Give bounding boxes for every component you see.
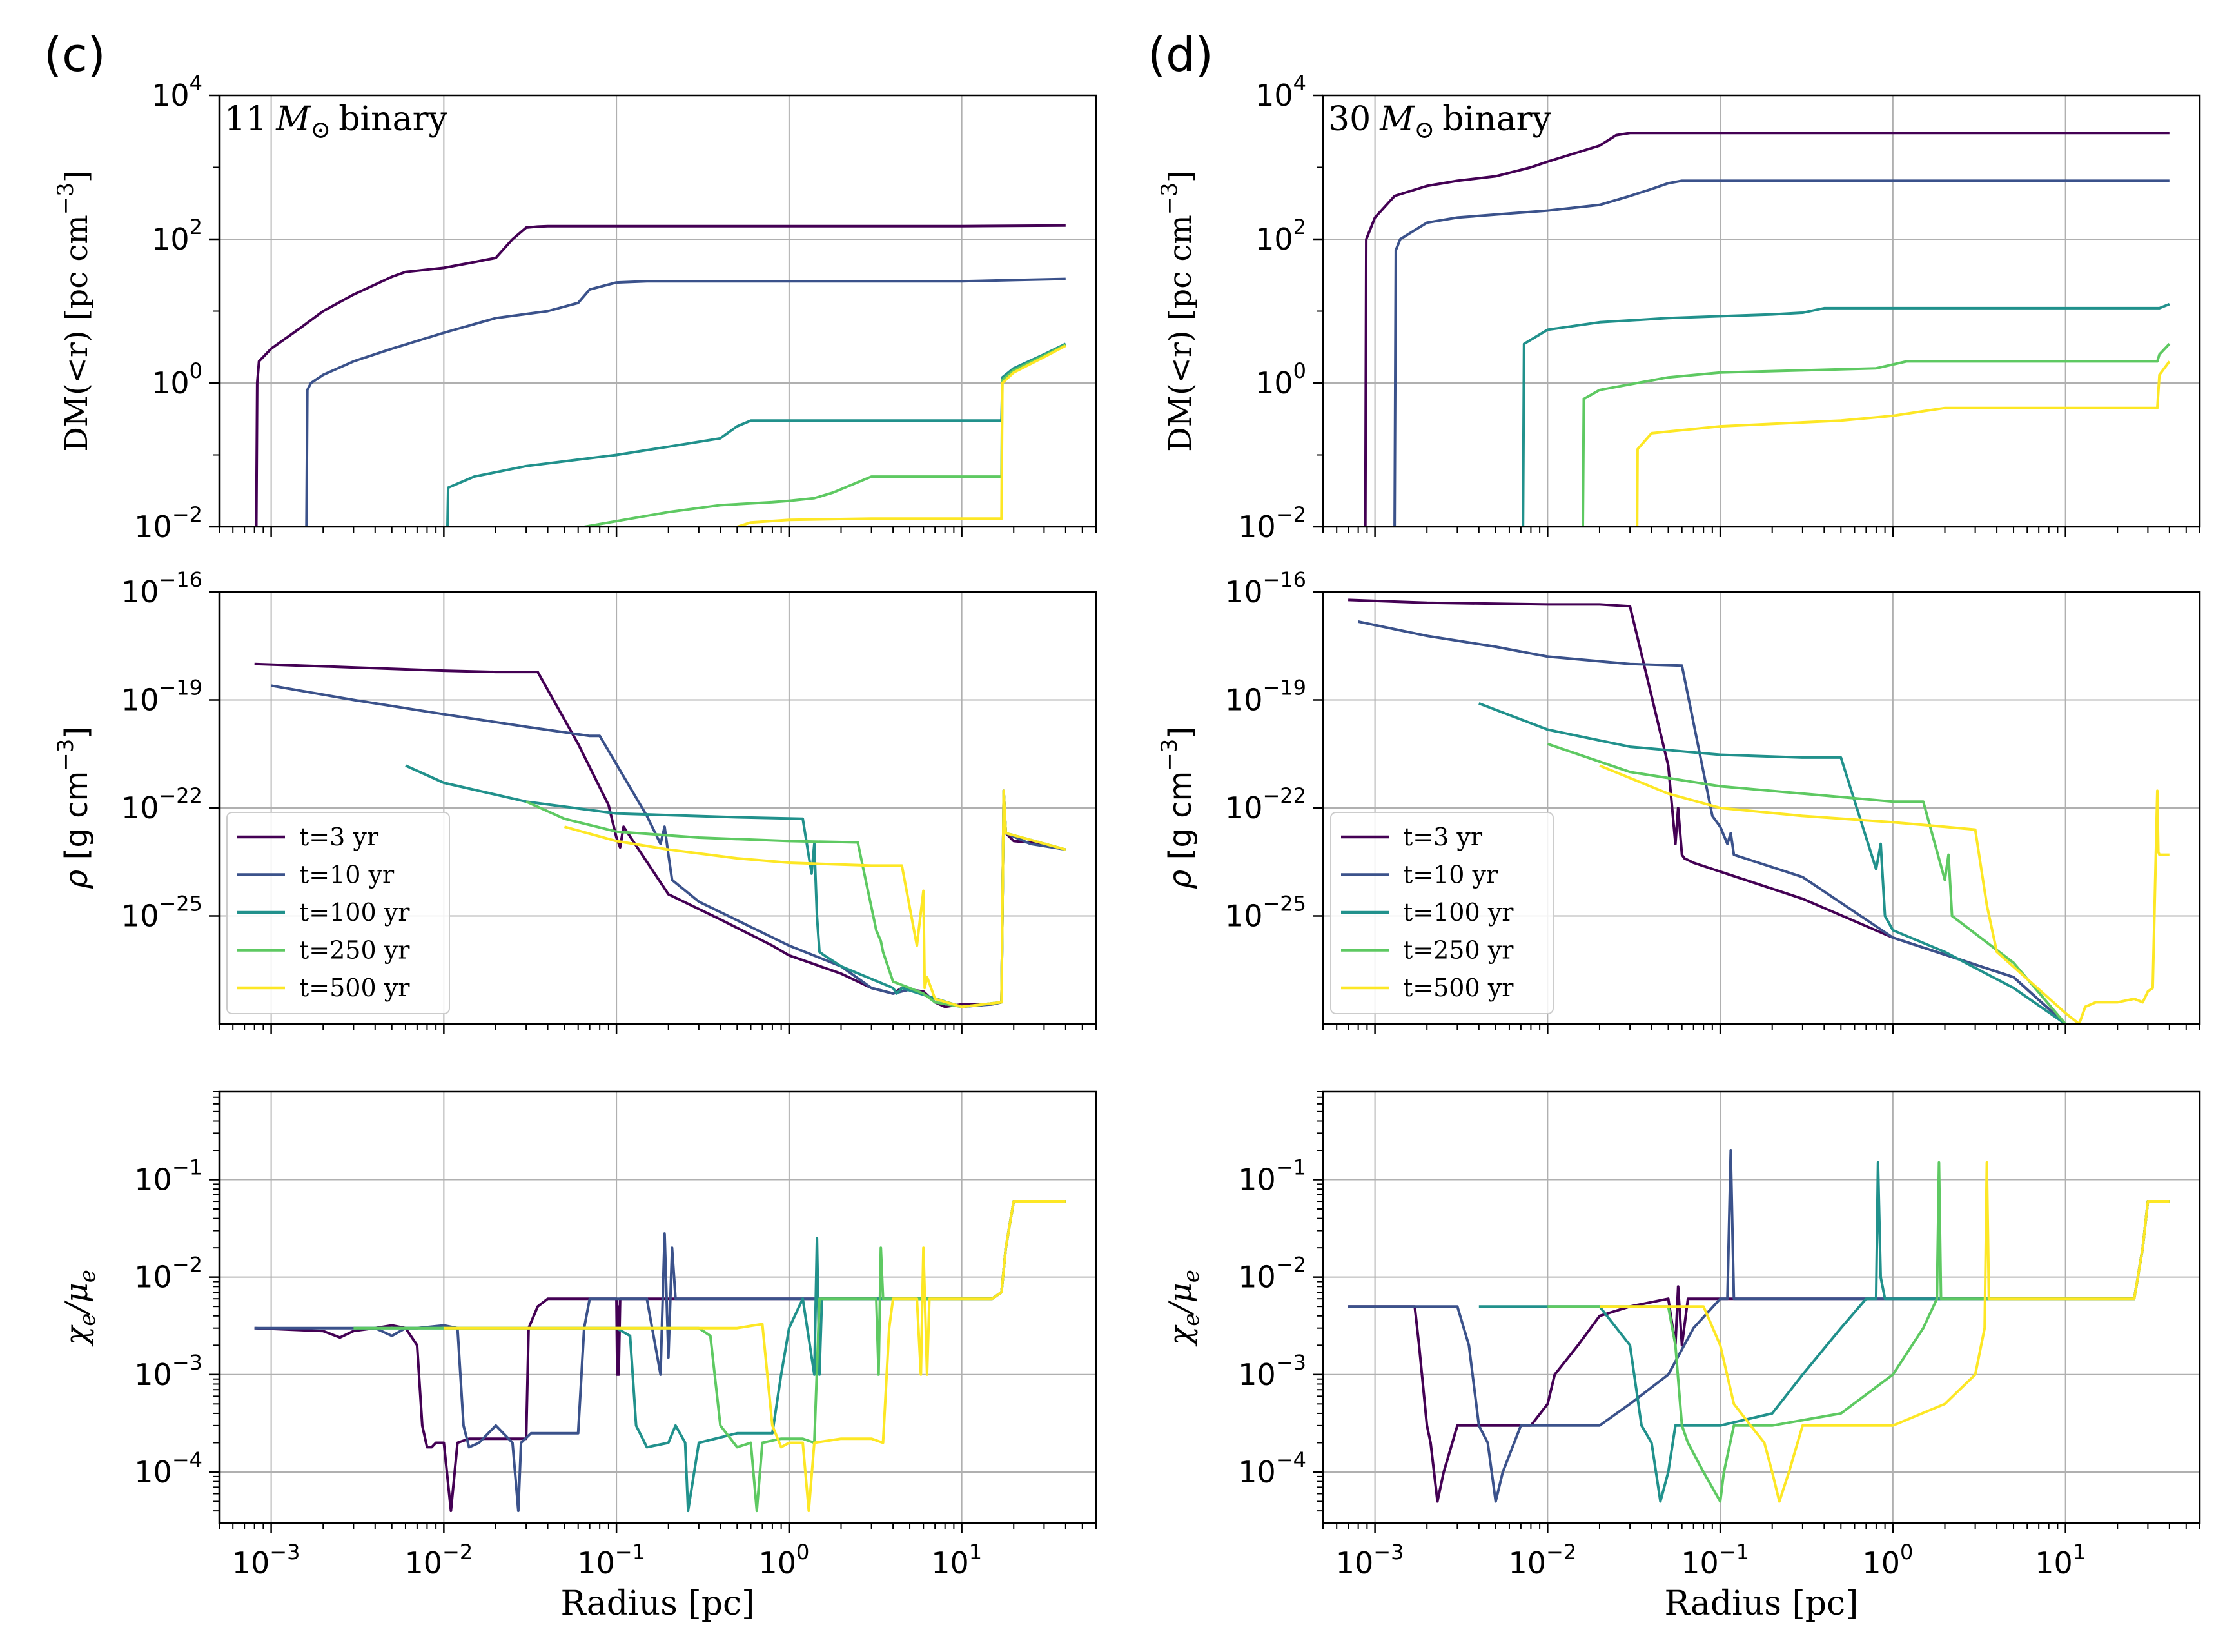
y-tick-label: 104 (1255, 71, 1306, 113)
y-tick-label: 10−22 (1225, 783, 1306, 825)
y-axis-label-chi: χe/μe (59, 1270, 101, 1347)
axes-frame (1322, 94, 2201, 528)
mass-annotation: 11 M⊙ binary (224, 100, 448, 144)
legend-label: t=3 yr (299, 823, 379, 851)
y-axis-label-dm: DM(<r) [pc cm−3] (53, 170, 95, 451)
series-line-t-10-yr (1393, 179, 2170, 527)
series-line-t-250-yr (583, 343, 1066, 527)
series-line-t-10-yr (1348, 1149, 2170, 1503)
panel-label: (c) (44, 28, 106, 82)
y-tick-label: 10−19 (121, 676, 202, 718)
subplot-c-chi: 10−3 10−2 10−1 100 101 10−1 10−2 10−3 10−4 χe/μe R… (59, 1090, 1097, 1623)
x-tick-label: 101 (931, 1540, 982, 1580)
x-tick-label: 10−1 (1681, 1540, 1749, 1580)
mass-annotation: 30 M⊙ binary (1328, 100, 1552, 144)
series-line-t-500-yr (1599, 764, 2170, 1024)
y-axis-label-rho: ρ [g cm−3] (1157, 727, 1199, 889)
x-tick-label: 100 (758, 1540, 809, 1580)
legend-label: t=3 yr (1403, 823, 1483, 851)
y-tick-label: 104 (152, 71, 202, 113)
y-tick-label: 10−22 (121, 783, 202, 825)
x-axis-label: Radius [pc] (561, 1584, 755, 1623)
series-line-t-250-yr (1582, 342, 2171, 527)
axes-frame (1322, 1090, 2201, 1524)
series-line-t-500-yr (1636, 360, 2171, 527)
legend: t=3 yr t=10 yr t=100 yr t=250 yr t=500 yr (226, 812, 450, 1014)
subplot-d-chi: 10−3 10−2 10−1 100 101 10−1 10−2 10−3 10−4 χe/μe R… (1162, 1090, 2201, 1623)
y-axis-label-rho: ρ [g cm−3] (53, 727, 95, 889)
subplot-c-dm: 104 102 100 10−2 DM(<r) [pc cm−3] 11 M⊙ binary (53, 71, 1097, 544)
series-line-t-3-yr (255, 224, 1066, 527)
y-tick-label: 10−3 (1238, 1350, 1306, 1392)
legend-label: t=100 yr (299, 898, 410, 927)
series-line-t-10-yr (254, 1200, 1066, 1513)
series-line-t-3-yr (1348, 1200, 2170, 1503)
y-tick-label: 100 (1255, 359, 1306, 400)
axes-frame (1322, 591, 2201, 1025)
series-line-t-500-yr (736, 344, 1066, 527)
y-tick-label: 10−16 (121, 567, 202, 609)
legend-label: t=500 yr (299, 974, 410, 1002)
y-tick-label: 10−4 (134, 1448, 202, 1490)
legend-label: t=250 yr (1403, 936, 1514, 965)
legend-box (226, 812, 450, 1014)
y-tick-label: 102 (152, 215, 202, 257)
legend-label: t=100 yr (1403, 898, 1514, 927)
series-line-t-500-yr (564, 789, 1066, 1008)
y-tick-label: 10−25 (1225, 892, 1306, 934)
legend: t=3 yr t=10 yr t=100 yr t=250 yr t=500 yr (1330, 812, 1554, 1014)
series-line-t-250-yr (1547, 1161, 2170, 1503)
legend-label: t=10 yr (299, 861, 395, 889)
series-line-t-500-yr (1600, 1161, 2170, 1503)
x-tick-label: 10−2 (1509, 1540, 1577, 1580)
series-line-t-100-yr (1478, 702, 2079, 1024)
y-tick-label: 10−1 (134, 1155, 202, 1197)
series-line-t-250-yr (525, 789, 1066, 1008)
x-tick-label: 101 (2035, 1540, 2086, 1580)
subplot-d-dm: 104 102 100 10−2 DM(<r) [pc cm−3] 30 M⊙ binary (1157, 71, 2201, 544)
y-tick-label: 10−16 (1225, 567, 1306, 609)
legend-box (1330, 812, 1554, 1014)
y-tick-label: 10−2 (134, 1253, 202, 1295)
x-tick-label: 10−1 (577, 1540, 645, 1580)
y-tick-label: 10−1 (1238, 1155, 1306, 1197)
y-axis-label-dm: DM(<r) [pc cm−3] (1157, 170, 1199, 451)
y-tick-label: 10−3 (134, 1350, 202, 1392)
series-line-t-100-yr (446, 342, 1066, 527)
series-line-t-3-yr (1364, 132, 2170, 527)
subplot-c-rho: 10−16 10−19 10−22 10−25 ρ [g cm−3] t=3 yr t=10… (53, 567, 1097, 1034)
y-tick-label: 10−4 (1238, 1448, 1306, 1490)
series-line-t-100-yr (1522, 302, 2170, 527)
x-tick-label: 10−3 (1336, 1540, 1404, 1580)
axes-frame (218, 94, 1097, 528)
axes-frame (218, 591, 1097, 1025)
y-axis-label-chi: χe/μe (1162, 1270, 1204, 1347)
x-axis-label: Radius [pc] (1665, 1584, 1859, 1623)
axes-frame (218, 1090, 1097, 1524)
series-line-t-100-yr (405, 764, 1066, 1008)
x-tick-label: 100 (1862, 1540, 1913, 1580)
legend-label: t=500 yr (1403, 974, 1514, 1002)
y-tick-label: 10−2 (1238, 502, 1306, 544)
y-tick-label: 102 (1255, 215, 1306, 257)
series-line-t-100-yr (1478, 1161, 2170, 1503)
legend-label: t=10 yr (1403, 861, 1498, 889)
y-tick-label: 100 (152, 359, 202, 400)
x-tick-label: 10−2 (405, 1540, 473, 1580)
y-tick-label: 10−2 (1238, 1253, 1306, 1295)
subplot-d-rho: 10−16 10−19 10−22 10−25 ρ [g cm−3] t=3 yr t=10… (1157, 567, 2201, 1034)
series-line-t-10-yr (305, 277, 1066, 527)
legend-label: t=250 yr (299, 936, 410, 965)
y-tick-label: 10−25 (121, 892, 202, 934)
panel-label: (d) (1148, 28, 1213, 82)
x-tick-label: 10−3 (232, 1540, 300, 1580)
y-tick-label: 10−2 (134, 502, 202, 544)
y-tick-label: 10−19 (1225, 676, 1306, 718)
series-line-t-500-yr (444, 1200, 1066, 1513)
